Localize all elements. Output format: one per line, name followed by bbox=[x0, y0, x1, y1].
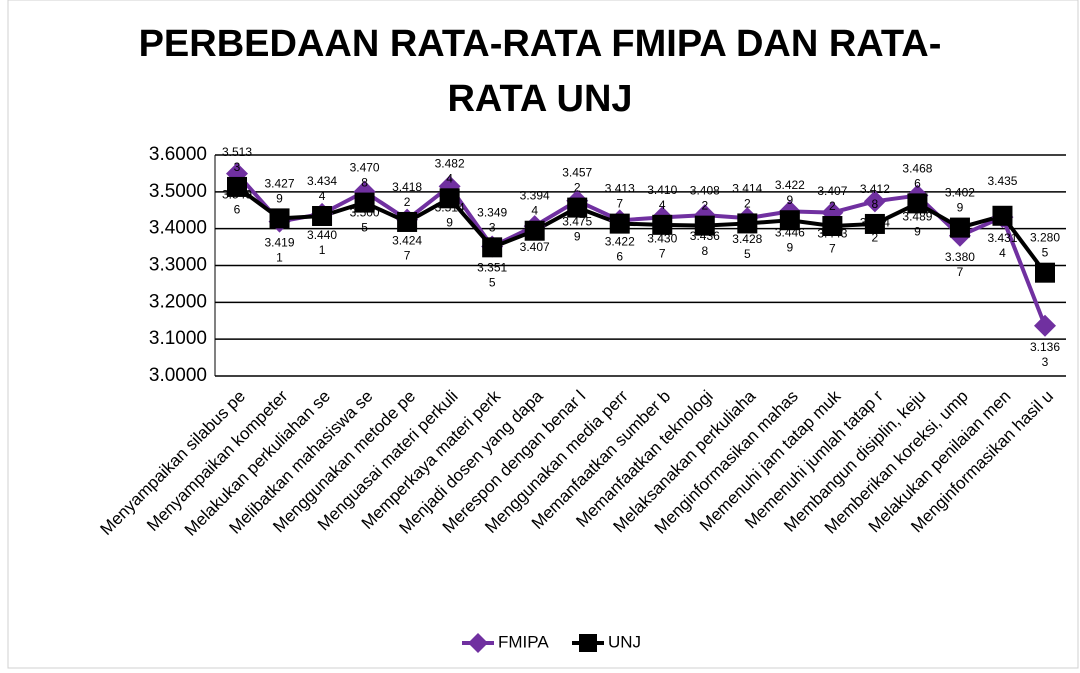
legend-marker bbox=[579, 634, 597, 652]
data-label: 3.407 bbox=[520, 240, 550, 254]
marker bbox=[269, 208, 290, 229]
marker bbox=[992, 205, 1013, 226]
marker bbox=[1035, 262, 1055, 283]
data-label: 3.457 2 bbox=[562, 166, 592, 195]
marker bbox=[863, 190, 886, 213]
marker bbox=[694, 215, 715, 236]
marker bbox=[864, 213, 885, 234]
marker bbox=[907, 193, 928, 214]
data-label: 3.408 2 bbox=[690, 184, 720, 213]
data-label: 3.412 8 bbox=[860, 182, 890, 211]
data-label: 3.422 9 bbox=[775, 178, 805, 207]
chart-title: PERBEDAAN RATA-RATA FMIPA DAN RATA-RATA … bbox=[139, 23, 942, 120]
data-label: 3.422 6 bbox=[605, 235, 635, 264]
y-tick-label: 3.6000 bbox=[149, 144, 207, 165]
data-label: 3.380 7 bbox=[945, 250, 975, 279]
data-label: 3.419 1 bbox=[265, 236, 295, 265]
legend-marker bbox=[468, 633, 488, 653]
data-label: 3.434 4 bbox=[307, 174, 337, 203]
marker bbox=[524, 220, 545, 241]
data-label: 3.440 1 bbox=[307, 228, 337, 257]
data-label: 3.410 4 bbox=[647, 183, 677, 212]
data-label: 3.280 5 bbox=[1030, 231, 1060, 260]
data-label: 3.402 9 bbox=[945, 186, 975, 215]
marker bbox=[312, 205, 333, 226]
marker bbox=[567, 197, 588, 218]
data-label: 3.435 bbox=[987, 174, 1017, 188]
marker bbox=[354, 192, 375, 213]
legend-label: FMIPA bbox=[498, 632, 549, 651]
data-label: 3.430 7 bbox=[647, 232, 677, 261]
data-label: 3.513 3 bbox=[222, 145, 252, 174]
data-label: 3.418 2 bbox=[392, 180, 422, 209]
marker bbox=[439, 188, 460, 209]
y-tick-label: 3.0000 bbox=[149, 365, 207, 386]
y-tick-label: 3.1000 bbox=[149, 328, 207, 349]
data-label: 3.351 5 bbox=[477, 261, 507, 290]
data-label: 3.413 7 bbox=[605, 182, 635, 211]
marker bbox=[949, 217, 970, 238]
marker bbox=[482, 237, 503, 258]
marker bbox=[822, 216, 843, 237]
data-label: 3.349 3 bbox=[477, 206, 507, 235]
marker bbox=[779, 210, 800, 231]
marker bbox=[1034, 314, 1056, 337]
data-label: 3.482 4 bbox=[435, 156, 465, 185]
data-label: 3.427 9 bbox=[265, 177, 295, 206]
data-label: 3.431 4 bbox=[987, 231, 1017, 260]
data-label: 3.470 8 bbox=[350, 161, 380, 190]
y-tick-label: 3.4000 bbox=[149, 218, 207, 239]
data-label: 3.424 7 bbox=[392, 234, 422, 263]
y-tick-label: 3.3000 bbox=[149, 255, 207, 276]
data-label: 3.489 9 bbox=[902, 210, 932, 239]
marker bbox=[737, 213, 758, 234]
data-label: 3.468 6 bbox=[902, 162, 932, 191]
chart-frame bbox=[7, 0, 1079, 669]
data-label: 3.428 5 bbox=[732, 232, 762, 261]
data-label: 3.475 9 bbox=[562, 215, 592, 244]
data-label: 3.136 3 bbox=[1030, 340, 1060, 369]
marker bbox=[397, 211, 418, 232]
y-tick-label: 3.2000 bbox=[149, 291, 207, 312]
data-label: 3.407 2 bbox=[817, 184, 847, 213]
data-label: 3.414 2 bbox=[732, 182, 762, 211]
marker bbox=[227, 176, 247, 197]
marker bbox=[652, 214, 673, 235]
data-label: 3.394 4 bbox=[520, 189, 550, 218]
marker bbox=[609, 213, 630, 234]
legend-label: UNJ bbox=[608, 632, 641, 651]
y-tick-label: 3.5000 bbox=[149, 181, 207, 202]
